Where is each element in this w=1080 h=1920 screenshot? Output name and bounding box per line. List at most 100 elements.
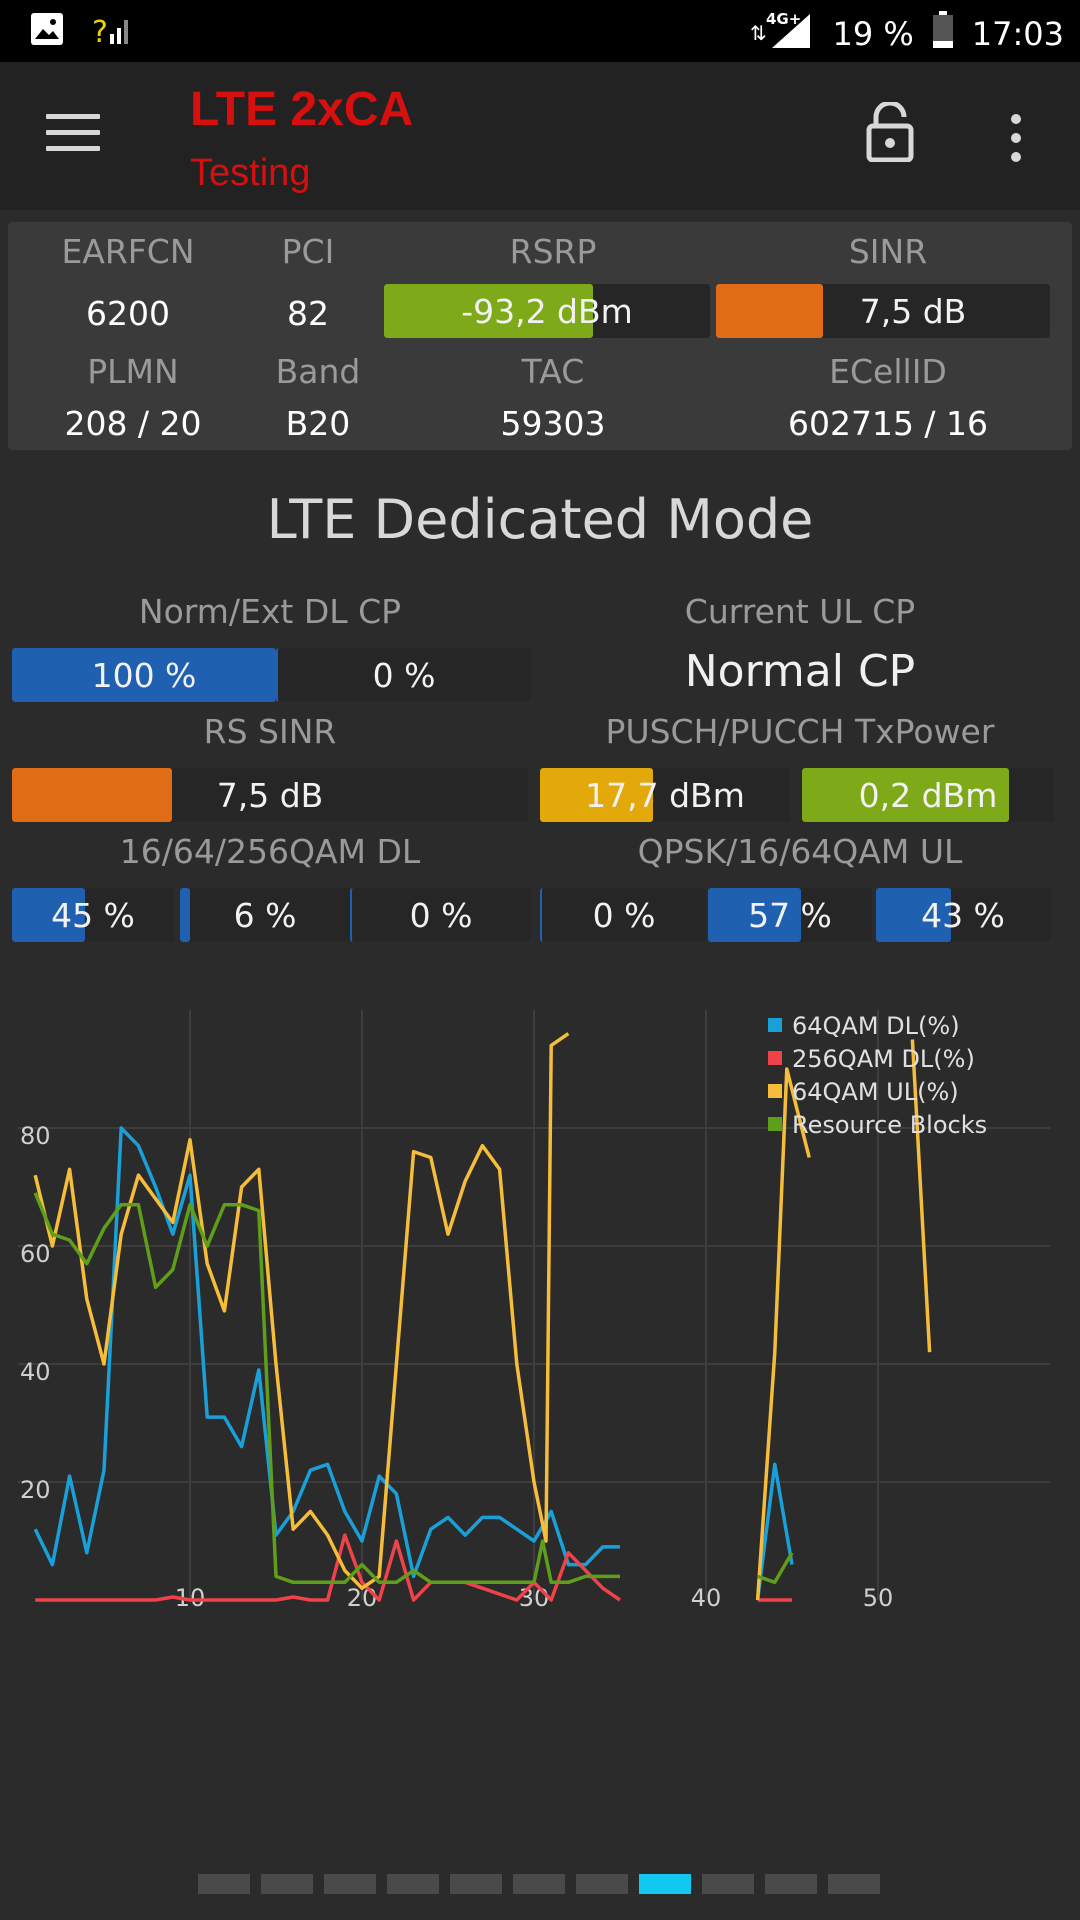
series-line-0 bbox=[33, 1126, 794, 1601]
chart-grid bbox=[18, 1010, 1050, 1600]
pci-value: 82 bbox=[287, 294, 329, 333]
qam256-dl-meter: 0 % bbox=[350, 888, 530, 942]
battery-percentage: 19 % bbox=[832, 15, 914, 53]
rsrp-fill bbox=[384, 284, 593, 338]
qam16-ul-fill bbox=[708, 888, 802, 942]
svg-text:4G+: 4G+ bbox=[766, 10, 801, 28]
norm-ext-cp-label: Norm/Ext DL CP bbox=[138, 592, 402, 631]
earfcn-label: EARFCN bbox=[61, 232, 195, 271]
chart-legend: 64QAM DL(%) 256QAM DL(%) 64QAM UL(%) Resour… bbox=[768, 1012, 987, 1139]
pusch-txpower-meter: 17,7 dBm bbox=[540, 768, 790, 822]
plmn-value: 208 / 20 bbox=[64, 404, 202, 443]
pusch-txpower-value: 17,7 dBm bbox=[585, 775, 745, 815]
image-notification-icon bbox=[30, 12, 64, 50]
svg-text:?: ? bbox=[92, 15, 108, 46]
app-subtitle: Testing bbox=[190, 152, 311, 194]
more-options-icon[interactable] bbox=[1006, 114, 1026, 171]
sinr-meter: 7,5 dB bbox=[716, 284, 1050, 338]
y-axis-ticks: 20 40 60 80 bbox=[20, 1122, 51, 1504]
sinr-fill bbox=[716, 284, 823, 338]
pusch-txpower-fill bbox=[540, 768, 653, 822]
qam64-ul-fill bbox=[876, 888, 951, 942]
earfcn-value: 6200 bbox=[86, 294, 170, 333]
ecellid-value: 602715 / 16 bbox=[787, 404, 989, 443]
rsrp-meter: -93,2 dBm bbox=[384, 284, 710, 338]
rs-sinr-meter: 7,5 dB bbox=[12, 768, 528, 822]
qam64-dl-fill bbox=[180, 888, 191, 942]
qam16-dl-fill bbox=[12, 888, 85, 942]
rsrp-value: -93,2 dBm bbox=[461, 291, 633, 331]
legend-swatch bbox=[768, 1018, 782, 1032]
page-dot[interactable] bbox=[198, 1874, 250, 1894]
series-line-1 bbox=[35, 1533, 792, 1602]
unlock-icon[interactable] bbox=[866, 100, 914, 166]
y-tick-label: 40 bbox=[20, 1358, 51, 1386]
x-tick-label: 40 bbox=[691, 1584, 722, 1612]
legend-swatch bbox=[768, 1117, 782, 1131]
txpower-label: PUSCH/PUCCH TxPower bbox=[605, 712, 995, 751]
norm-dl-cp-value: 100 % bbox=[91, 655, 197, 695]
qam-ul-label: QPSK/16/64QAM UL bbox=[637, 832, 963, 871]
page-indicator bbox=[198, 1874, 880, 1894]
x-axis-ticks: 10 20 30 40 50 bbox=[175, 1584, 894, 1612]
pucch-txpower-value: 0,2 dBm bbox=[858, 775, 998, 815]
status-bar: ? ⇅ 4G+ 19 % 17:03 bbox=[0, 0, 1080, 62]
rs-sinr-fill bbox=[12, 768, 172, 822]
current-ul-cp-value: Normal CP bbox=[684, 646, 916, 697]
pucch-txpower-meter: 0,2 dBm bbox=[802, 768, 1054, 822]
page-dot[interactable] bbox=[324, 1874, 376, 1894]
x-tick-label: 30 bbox=[519, 1584, 550, 1612]
rs-sinr-label: RS SINR bbox=[203, 712, 337, 751]
qam16-dl-value: 45 % bbox=[51, 895, 135, 935]
legend-swatch bbox=[768, 1051, 782, 1065]
page-dot[interactable] bbox=[639, 1874, 691, 1894]
qam64-dl-meter: 6 % bbox=[180, 888, 350, 942]
ecellid-label: ECellID bbox=[829, 352, 947, 391]
mode-title: LTE Dedicated Mode bbox=[266, 488, 814, 551]
svg-text:⇅: ⇅ bbox=[750, 21, 767, 45]
qam16-ul-meter: 57 % bbox=[708, 888, 872, 942]
ext-dl-cp-value: 0 % bbox=[372, 655, 436, 695]
app-title: LTE 2xCA bbox=[190, 83, 414, 136]
page-dot[interactable] bbox=[261, 1874, 313, 1894]
chart-series bbox=[33, 1032, 932, 1602]
y-tick-label: 20 bbox=[20, 1476, 51, 1504]
no-sim-signal-icon: ? bbox=[92, 12, 132, 50]
app-bar: LTE 2xCA Testing bbox=[0, 62, 1080, 210]
rs-sinr-value: 7,5 dB bbox=[216, 775, 324, 815]
qam-dl-label: 16/64/256QAM DL bbox=[119, 832, 421, 871]
series-line-3 bbox=[33, 1192, 794, 1585]
lte-signal-icon: ⇅ 4G+ bbox=[750, 10, 814, 58]
band-label: Band bbox=[275, 352, 361, 391]
y-tick-label: 60 bbox=[20, 1240, 51, 1268]
series-line-2 bbox=[33, 1032, 932, 1601]
legend-label: Resource Blocks bbox=[792, 1111, 987, 1139]
norm-dl-cp-fill bbox=[12, 648, 276, 702]
y-tick-label: 80 bbox=[20, 1122, 51, 1150]
page-dot[interactable] bbox=[828, 1874, 880, 1894]
cell-info-card: EARFCN PCI RSRP SINR 6200 82 -93,2 dBm 7… bbox=[8, 222, 1072, 450]
x-tick-label: 50 bbox=[863, 1584, 894, 1612]
current-ul-cp-label: Current UL CP bbox=[684, 592, 916, 631]
legend-label: 64QAM DL(%) bbox=[792, 1012, 960, 1040]
norm-dl-cp-meter: 100 % bbox=[12, 648, 276, 702]
legend-swatch bbox=[768, 1084, 782, 1098]
sinr-label: SINR bbox=[848, 232, 928, 271]
pci-label: PCI bbox=[281, 232, 335, 271]
plmn-label: PLMN bbox=[87, 352, 179, 391]
legend-label: 64QAM UL(%) bbox=[792, 1078, 959, 1106]
hamburger-menu-icon[interactable] bbox=[46, 114, 100, 154]
battery-icon bbox=[932, 11, 954, 57]
ext-dl-cp-meter: 0 % bbox=[276, 648, 530, 702]
page-dot[interactable] bbox=[513, 1874, 565, 1894]
page-dot[interactable] bbox=[765, 1874, 817, 1894]
tac-label: TAC bbox=[521, 352, 585, 391]
tac-value: 59303 bbox=[500, 404, 606, 443]
page-dot[interactable] bbox=[702, 1874, 754, 1894]
page-dot[interactable] bbox=[450, 1874, 502, 1894]
sinr-value: 7,5 dB bbox=[859, 291, 967, 331]
clock: 17:03 bbox=[971, 15, 1064, 53]
page-dot[interactable] bbox=[576, 1874, 628, 1894]
page-dot[interactable] bbox=[387, 1874, 439, 1894]
